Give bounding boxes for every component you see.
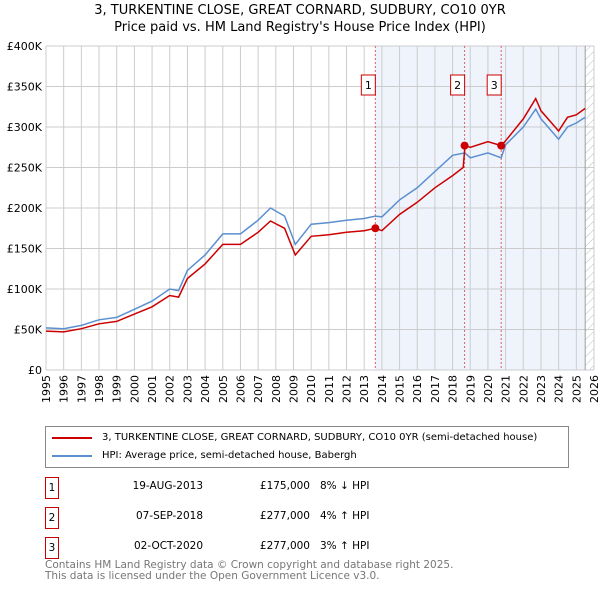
sale-badge-box [486, 74, 502, 96]
sale-price: £277,000 [259, 510, 310, 522]
x-tick-label: 2019 [464, 375, 477, 403]
x-tick-label: 2023 [535, 375, 548, 403]
sale-row: 3 02-OCT-2020 £277,000 3% ↑ HPI [45, 537, 545, 559]
sale-row-badge: 3 [45, 537, 59, 559]
sale-point-3 [497, 141, 506, 150]
x-tick-label: 2020 [482, 375, 495, 403]
footer-line-2: This data is licensed under the Open Gov… [45, 570, 380, 582]
sale-date: 07-SEP-2018 [135, 510, 203, 522]
y-tick-label: £350K [7, 81, 43, 94]
x-tick-label: 2026 [588, 375, 600, 403]
sale-row-badge: 1 [45, 477, 59, 499]
footer: Contains HM Land Registry data © Crown c… [45, 560, 453, 582]
x-tick-label: 2010 [305, 375, 318, 403]
x-tick-label: 2013 [358, 375, 371, 403]
hpi-line [45, 107, 586, 330]
sale-badge-label: 2 [454, 79, 461, 92]
x-tick-label: 2021 [500, 375, 513, 403]
y-tick-label: £200K [7, 202, 43, 215]
sale-badge-label: 1 [365, 79, 372, 92]
y-tick-label: £50K [14, 324, 43, 337]
x-tick-label: 2007 [252, 375, 265, 403]
legend-swatch-property [52, 436, 92, 439]
x-tick-label: 1999 [111, 375, 124, 403]
x-tick-label: 2005 [217, 375, 230, 403]
x-tick-label: 2011 [323, 375, 336, 403]
x-tick-label: 1996 [58, 375, 71, 403]
x-tick-label: 2001 [146, 375, 159, 403]
footer-line-1: Contains HM Land Registry data © Crown c… [45, 559, 454, 571]
chart-subtitle: Price paid vs. HM Land Registry's House … [114, 20, 486, 35]
legend-swatch-hpi [52, 454, 92, 457]
y-tick-label: £100K [7, 283, 43, 296]
sale-hpi-diff: 8% ↓ HPI [320, 480, 370, 492]
legend-label-property: 3, TURKENTINE CLOSE, GREAT CORNARD, SUDB… [102, 432, 538, 443]
x-tick-label: 1995 [40, 375, 53, 403]
sale-date: 19-AUG-2013 [132, 480, 203, 492]
x-tick-label: 2024 [553, 375, 566, 403]
y-tick-label: £0 [28, 364, 42, 377]
x-tick-label: 2022 [517, 375, 530, 403]
x-tick-label: 2012 [341, 375, 354, 403]
x-tick-label: 2015 [394, 375, 407, 403]
x-tick-label: 2006 [234, 375, 247, 403]
sale-row: 1 19-AUG-2013 £175,000 8% ↓ HPI [45, 477, 545, 499]
sale-hpi-diff: 3% ↑ HPI [320, 540, 370, 552]
x-tick-label: 2008 [270, 375, 283, 403]
sale-badge-box [450, 74, 466, 96]
x-tick-label: 2000 [128, 375, 141, 403]
x-tick-label: 2014 [376, 375, 389, 403]
x-tick-label: 2004 [199, 375, 212, 403]
x-tick-label: 2002 [164, 375, 177, 403]
chart-title: 3, TURKENTINE CLOSE, GREAT CORNARD, SUDB… [94, 3, 506, 18]
y-tick-label: £150K [7, 243, 43, 256]
sale-row: 2 07-SEP-2018 £277,000 4% ↑ HPI [45, 507, 545, 529]
x-tick-label: 2003 [181, 375, 194, 403]
sale-price: £277,000 [259, 540, 310, 552]
sale-badge-label: 3 [491, 79, 498, 92]
x-tick-label: 2016 [411, 375, 424, 403]
sale-point-2 [460, 141, 469, 150]
x-tick-label: 1997 [75, 375, 88, 403]
property-price-line [45, 96, 586, 333]
y-tick-label: £250K [7, 162, 43, 175]
y-tick-label: £300K [7, 121, 43, 134]
sale-point-1 [371, 224, 380, 233]
sale-price: £175,000 [259, 480, 310, 492]
sale-date: 02-OCT-2020 [134, 540, 203, 552]
x-tick-label: 2018 [447, 375, 460, 403]
x-tick-label: 1998 [93, 375, 106, 403]
sale-row-badge: 2 [45, 507, 59, 529]
x-tick-label: 2009 [287, 375, 300, 403]
legend: 3, TURKENTINE CLOSE, GREAT CORNARD, SUDB… [45, 426, 569, 468]
sale-badge-box [360, 74, 376, 96]
x-tick-label: 2025 [570, 375, 583, 403]
sale-hpi-diff: 4% ↑ HPI [320, 510, 370, 522]
legend-label-hpi: HPI: Average price, semi-detached house,… [102, 450, 357, 461]
y-tick-label: £400K [7, 40, 43, 53]
plot-area: 1995 1996 1997 1998 1999 2000 2001 2002 2003 2004… [7, 40, 600, 403]
x-tick-label: 2017 [429, 375, 442, 403]
